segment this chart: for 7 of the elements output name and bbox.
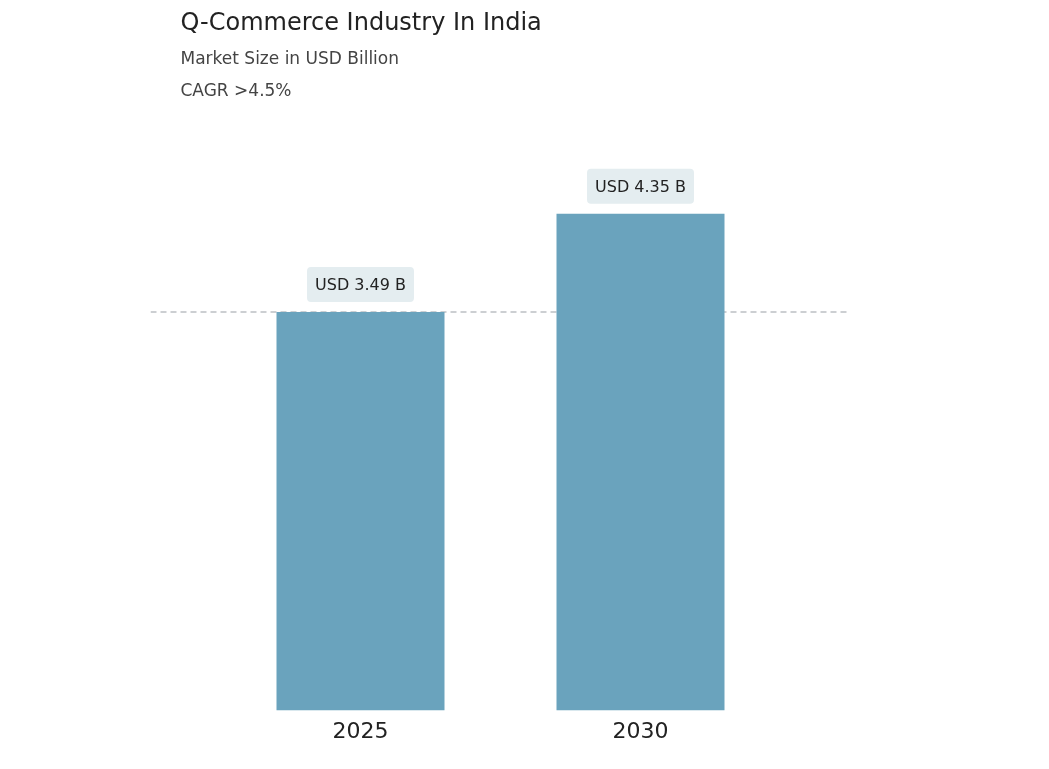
chart-subtitle: Market Size in USD Billion bbox=[180, 47, 400, 68]
chart-title: Q-Commerce Industry In India bbox=[180, 7, 542, 36]
data-label: USD 4.35 B bbox=[595, 176, 686, 196]
text: CAGR >4.5% bbox=[180, 79, 292, 100]
x-tick-label: 2025 bbox=[332, 717, 389, 743]
data-label: USD 3.49 B bbox=[315, 274, 406, 294]
x-tick-label: 2030 bbox=[612, 717, 669, 743]
